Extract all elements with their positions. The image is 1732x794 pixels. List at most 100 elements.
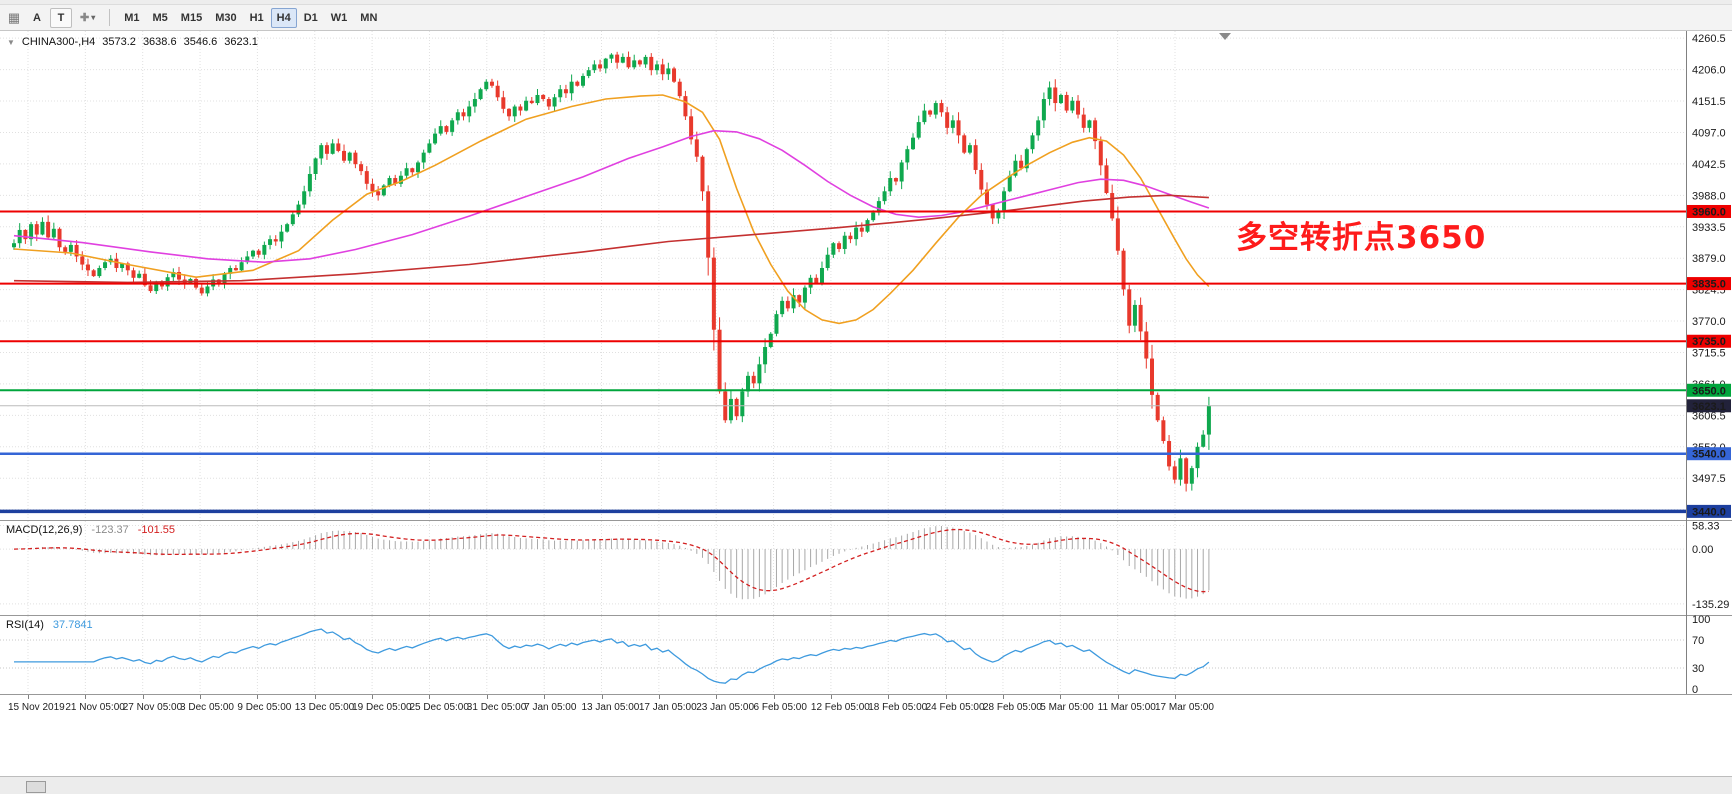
- timeframe-button-w1[interactable]: W1: [325, 8, 354, 28]
- time-tick: [945, 695, 947, 699]
- time-tick: [372, 695, 374, 699]
- date-label: 27 Nov 05:00: [122, 702, 183, 713]
- price-chart-panel[interactable]: 4260.5 4206.0 4151.5 4097.0 4042.5 3988.0 3933…: [0, 31, 1732, 520]
- timeframe-button-m1[interactable]: M1: [118, 8, 145, 28]
- time-tick: [142, 695, 144, 699]
- timeframe-button-h1[interactable]: H1: [244, 8, 270, 28]
- date-label: 15 Nov 2019: [8, 702, 65, 713]
- macd-main-value: -123.37: [91, 524, 129, 536]
- rsi-indicator-panel[interactable]: 100 70 30 0: [0, 615, 1732, 694]
- macd-histogram: [19, 526, 1210, 600]
- macd-indicator-name: MACD(12,26,9): [6, 524, 83, 536]
- rsi-gridlines: [0, 616, 1686, 694]
- crosshair-icon: ✚: [80, 12, 90, 24]
- time-tick: [257, 695, 259, 699]
- price-axis-labels[interactable]: 4260.5 4206.0 4151.5 4097.0 4042.5 3988.0 3933…: [1692, 33, 1726, 516]
- bottom-bar: [0, 776, 1732, 794]
- macd-label: MACD(12,26,9) -123.37 -101.55: [6, 524, 175, 536]
- time-gridlines: [27, 31, 1176, 520]
- price-gridlines: [0, 37, 1686, 511]
- date-label: 28 Feb 05:00: [982, 702, 1042, 713]
- date-label: 12 Feb 05:00: [810, 702, 870, 713]
- time-tick: [314, 695, 316, 699]
- rsi-value: 37.7841: [52, 619, 93, 631]
- horizontal-levels: [0, 210, 1686, 514]
- moving-average-fast[interactable]: [13, 94, 1210, 325]
- rsi-axis-label: 0: [1692, 684, 1698, 694]
- terminal-tab-button[interactable]: [26, 781, 46, 793]
- chart-text-annotation[interactable]: 多空转折点3650: [1236, 220, 1487, 256]
- ohlc-close: 3623.1: [224, 36, 258, 48]
- time-tick: [544, 695, 546, 699]
- time-tick: [658, 695, 660, 699]
- macd-axis-label: 0.00: [1692, 544, 1713, 556]
- svg-text:4260.5: 4260.5: [1692, 33, 1726, 45]
- ohlc-low: 3546.6: [183, 36, 218, 48]
- svg-text:3540.0: 3540.0: [1692, 449, 1726, 461]
- date-label: 18 Feb 05:00: [868, 702, 928, 713]
- chevron-down-icon: ▾: [91, 13, 96, 22]
- svg-text:3933.5: 3933.5: [1692, 222, 1726, 234]
- svg-text:4151.5: 4151.5: [1692, 96, 1726, 108]
- date-label: 19 Dec 05:00: [352, 702, 412, 713]
- collapse-arrow-icon[interactable]: ▼: [7, 37, 15, 47]
- windows-icon[interactable]: ▦: [7, 9, 21, 25]
- date-label: 17 Jan 05:00: [638, 702, 697, 713]
- timeframe-button-d1[interactable]: D1: [298, 8, 324, 28]
- svg-text:4206.0: 4206.0: [1692, 65, 1726, 77]
- rsi-label: RSI(14) 37.7841: [6, 619, 93, 631]
- moving-average-medium[interactable]: [13, 129, 1210, 264]
- date-label: 11 Mar 05:00: [1097, 702, 1156, 713]
- time-tick: [28, 695, 29, 699]
- rsi-axis-label: 100: [1692, 615, 1710, 626]
- macd-signal-line: [13, 528, 1209, 593]
- chart-symbol-timeframe: CHINA300-,H4: [21, 36, 96, 48]
- macd-signal-value: -101.55: [137, 524, 176, 536]
- rsi-axis-label: 70: [1692, 635, 1704, 647]
- svg-text:3835.0: 3835.0: [1692, 279, 1726, 291]
- time-tick: [830, 695, 832, 699]
- svg-text:3650.0: 3650.0: [1692, 385, 1726, 397]
- chart-shift-marker[interactable]: [1219, 33, 1231, 40]
- macd-indicator-panel[interactable]: 58.33 0.00 -135.29: [0, 520, 1732, 615]
- time-tick: [601, 695, 603, 699]
- clipped-toolbar-row: [0, 0, 1732, 5]
- candles-series: [12, 51, 1211, 492]
- time-axis[interactable]: 15 Nov 2019 21 Nov 05:00 27 Nov 05:00 3 Dec…: [0, 694, 1732, 719]
- date-label: 6 Feb 05:00: [753, 702, 807, 713]
- moving-average-slow[interactable]: [13, 194, 1209, 284]
- toolbar: ▦ A T ✚ ▾ M1 M5 M15 M30 H1 H4 D1 W1 MN: [0, 5, 1732, 31]
- date-label: 13 Jan 05:00: [581, 702, 640, 713]
- macd-gridlines: [0, 521, 1686, 615]
- date-label: 3 Dec 05:00: [180, 702, 234, 713]
- date-label: 24 Feb 05:00: [925, 702, 985, 713]
- date-label: 7 Jan 05:00: [524, 702, 577, 713]
- chart-header: ▼ CHINA300-,H4 3573.2 3638.6 3546.6 3623…: [7, 36, 258, 48]
- arrows-tool-button[interactable]: ✚ ▾: [74, 8, 101, 28]
- timeframe-button-m15[interactable]: M15: [175, 8, 208, 28]
- date-label: 31 Dec 05:00: [466, 702, 527, 713]
- svg-text:3988.0: 3988.0: [1692, 190, 1726, 202]
- timeframe-button-mn[interactable]: MN: [354, 8, 383, 28]
- date-label: 17 Mar 05:00: [1155, 702, 1214, 713]
- timeframe-button-h4[interactable]: H4: [270, 7, 297, 28]
- svg-text:3623.1: 3623.1: [1692, 401, 1726, 413]
- timeframe-button-m5[interactable]: M5: [147, 8, 174, 28]
- time-tick: [486, 695, 488, 699]
- ohlc-open: 3573.2: [102, 36, 136, 48]
- macd-axis-label: 58.33: [1692, 520, 1720, 532]
- svg-text:3440.0: 3440.0: [1692, 506, 1726, 518]
- svg-text:3606.5: 3606.5: [1692, 410, 1726, 422]
- price-level-tags: 3960.0 3835.0 3735.0 3650.0 3623.1 3540.0 3440…: [1687, 204, 1731, 518]
- rsi-line: [14, 628, 1210, 684]
- svg-text:3735.0: 3735.0: [1692, 336, 1726, 348]
- text-tool-button[interactable]: A: [26, 8, 48, 28]
- time-tick: [888, 695, 890, 699]
- time-tick: [1175, 695, 1176, 699]
- date-label: 9 Dec 05:00: [237, 702, 292, 713]
- rsi-indicator-name: RSI(14): [6, 619, 44, 631]
- label-tool-button[interactable]: T: [50, 7, 72, 28]
- svg-text:3879.0: 3879.0: [1692, 253, 1726, 265]
- time-tick: [716, 695, 718, 699]
- timeframe-button-m30[interactable]: M30: [209, 8, 242, 28]
